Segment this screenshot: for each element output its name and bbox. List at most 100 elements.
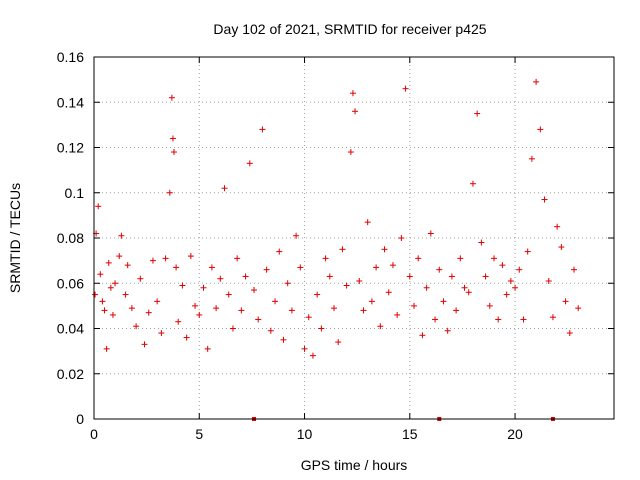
- data-point: [349, 90, 356, 97]
- y-tick-label: 0: [76, 411, 84, 427]
- data-point: [478, 239, 485, 246]
- data-point: [105, 259, 112, 266]
- data-point: [537, 126, 544, 133]
- x-tick-label: 5: [195, 426, 203, 442]
- data-point: [373, 264, 380, 271]
- data-point: [288, 307, 295, 314]
- data-point: [558, 244, 565, 251]
- data-point: [360, 307, 367, 314]
- data-point: [474, 110, 481, 117]
- data-point: [124, 262, 131, 269]
- data-point: [145, 309, 152, 316]
- data-point: [499, 262, 506, 269]
- data-point: [92, 291, 99, 298]
- data-point: [465, 289, 472, 296]
- data-point: [183, 334, 190, 341]
- data-point: [238, 307, 245, 314]
- data-point: [495, 316, 502, 323]
- data-point: [213, 305, 220, 312]
- data-point: [415, 255, 422, 262]
- data-point: [444, 327, 451, 334]
- data-point: [305, 314, 312, 321]
- data-point: [448, 273, 455, 280]
- y-tick-label: 0.12: [57, 140, 84, 156]
- data-point: [276, 248, 283, 255]
- data-point: [192, 302, 199, 309]
- data-point: [423, 284, 430, 291]
- data-point: [545, 277, 552, 284]
- data-point: [549, 314, 556, 321]
- data-point: [200, 284, 207, 291]
- y-tick-label: 0.1: [65, 185, 85, 201]
- data-point: [516, 266, 523, 273]
- data-point: [318, 325, 325, 332]
- data-point: [571, 266, 577, 273]
- y-tick-label: 0.06: [57, 275, 84, 291]
- data-point: [166, 189, 173, 196]
- data-point: [326, 273, 333, 280]
- data-point: [297, 264, 304, 271]
- data-point: [554, 223, 561, 230]
- data-point: [107, 284, 114, 291]
- data-point: [112, 280, 119, 287]
- data-point: [335, 339, 342, 346]
- data-point: [347, 149, 354, 156]
- data-point: [469, 180, 476, 187]
- data-point: [453, 307, 460, 314]
- data-point: [398, 235, 405, 241]
- data-point: [394, 311, 401, 318]
- data-point: [255, 316, 262, 323]
- data-point: [116, 253, 123, 260]
- data-point: [322, 255, 329, 262]
- data-point: [118, 232, 125, 239]
- data-point: [385, 289, 392, 296]
- data-point: [436, 266, 443, 273]
- grid-lines: [94, 57, 614, 419]
- data-point: [440, 298, 447, 305]
- data-point: [171, 149, 177, 156]
- data-point: [284, 280, 291, 287]
- data-point: [512, 284, 519, 291]
- data-point: [187, 253, 194, 260]
- data-point: [314, 291, 321, 298]
- data-point: [196, 311, 203, 318]
- data-point: [141, 341, 148, 348]
- data-point: [482, 273, 489, 280]
- data-point: [503, 291, 510, 298]
- data-point: [520, 316, 527, 323]
- y-tick-label: 0.02: [57, 366, 84, 382]
- data-point: [381, 246, 388, 253]
- data-point: [528, 155, 535, 162]
- data-point: [402, 85, 409, 92]
- x-axis-ticks: 0 5 10 15 20: [90, 57, 523, 442]
- data-point: [368, 298, 375, 305]
- data-point: [204, 345, 211, 352]
- data-point: [133, 323, 140, 330]
- data-point: [457, 255, 464, 262]
- data-point: [101, 307, 108, 314]
- data-point: [179, 282, 186, 289]
- data-point: [541, 196, 548, 203]
- data-point: [251, 287, 257, 294]
- data-point: [229, 325, 236, 332]
- data-point: [162, 255, 169, 262]
- data-point: [122, 291, 129, 298]
- data-point: [217, 275, 224, 282]
- data-point: [103, 345, 110, 352]
- data-point: [128, 305, 135, 312]
- chart-title: Day 102 of 2021, SRMTID for receiver p42…: [213, 21, 486, 37]
- data-point: [486, 302, 493, 309]
- data-point: [225, 291, 232, 298]
- data-point: [301, 345, 308, 352]
- data-point: [109, 311, 116, 318]
- data-point: [389, 262, 396, 269]
- y-tick-label: 0.14: [57, 94, 84, 110]
- data-point: [246, 160, 253, 167]
- data-point: [221, 185, 228, 192]
- data-point: [158, 330, 165, 337]
- data-point: [331, 305, 337, 312]
- data-point: [339, 246, 346, 253]
- data-point: [263, 266, 270, 273]
- data-point: [259, 126, 266, 133]
- data-point: [533, 78, 540, 85]
